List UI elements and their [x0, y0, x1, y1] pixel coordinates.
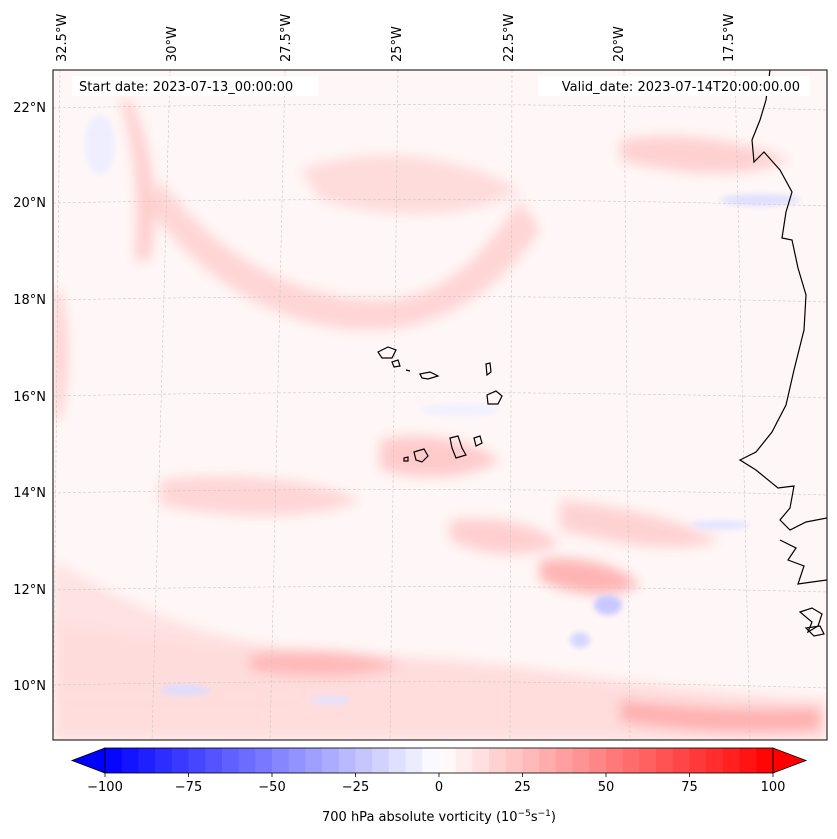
cape-verde-boa-vista	[486, 390, 503, 405]
colorbar-segment	[355, 748, 373, 773]
vorticity-field	[53, 100, 827, 740]
colorbar-low-extension	[70, 747, 106, 774]
colorbar-segment	[188, 748, 206, 773]
coastlines	[377, 70, 827, 637]
colorbar-segment	[539, 748, 557, 773]
colorbar-segment	[388, 748, 407, 773]
colorbar-segment	[272, 748, 290, 773]
colorbar-segment	[305, 748, 323, 773]
colorbar-segment	[338, 748, 356, 773]
colorbar-segment	[756, 748, 774, 773]
cape-verde-maio	[473, 435, 483, 447]
colorbar-segment	[606, 748, 624, 773]
cape-verde-santo-antao	[377, 346, 397, 359]
africa-coastline	[738, 70, 827, 531]
lat-label: 14°N	[13, 486, 46, 501]
lat-label: 20°N	[13, 196, 46, 211]
cape-verde-sal	[485, 362, 492, 377]
colorbar-high-extension	[772, 747, 808, 774]
lat-label: 22°N	[13, 101, 46, 116]
colorbar-segment	[255, 748, 273, 773]
colorbar-tick-label: 75	[681, 780, 698, 795]
cape-verde-santiago	[449, 435, 467, 459]
colorbar-segment	[405, 748, 423, 773]
colorbar-tick-label: −75	[175, 780, 202, 795]
colorbar-ticks: −100 −75 −50 −25 0 25 50 75 100	[87, 773, 785, 795]
colorbar: −100 −75 −50 −25 0 25 50 75 100 700 hPa absolute…	[70, 747, 808, 825]
colorbar-segment	[639, 748, 657, 773]
colorbar-segments	[105, 748, 774, 773]
colorbar-segment	[422, 748, 440, 773]
lon-label: 20°W	[612, 26, 627, 62]
colorbar-segment	[221, 748, 240, 773]
colorbar-tick-label: −25	[342, 780, 369, 795]
colorbar-segment	[105, 748, 123, 773]
colorbar-segment	[171, 748, 189, 773]
colorbar-segment	[656, 748, 674, 773]
colorbar-segment	[722, 748, 741, 773]
lon-label: 25°W	[390, 26, 405, 62]
colorbar-segment	[138, 748, 156, 773]
graticule	[53, 70, 827, 740]
colorbar-segment	[555, 748, 574, 773]
cape-verde-santa-luzia	[405, 369, 411, 372]
colorbar-label: 700 hPa absolute vorticity (10−5s−1)	[322, 809, 556, 825]
lon-label: 22.5°W	[502, 14, 517, 62]
colorbar-segment	[472, 748, 490, 773]
colorbar-segment	[589, 748, 607, 773]
lon-label: 32.5°W	[55, 14, 70, 62]
lat-label: 16°N	[13, 390, 46, 405]
colorbar-segment	[739, 748, 757, 773]
colorbar-segment	[672, 748, 690, 773]
negative-vorticity	[85, 115, 800, 704]
cape-verde-sao-vicente	[391, 359, 401, 368]
colorbar-segment	[455, 748, 473, 773]
colorbar-segment	[205, 748, 223, 773]
lat-label: 18°N	[13, 293, 46, 308]
colorbar-tick-label: 0	[435, 780, 443, 795]
colorbar-segment	[439, 748, 457, 773]
colorbar-tick-label: −100	[87, 780, 123, 795]
colorbar-segment	[155, 748, 173, 773]
cape-verde-brava	[403, 456, 409, 462]
colorbar-segment	[121, 748, 139, 773]
map-panel	[53, 70, 827, 740]
colorbar-segment	[238, 748, 256, 773]
lon-label: 30°W	[165, 26, 180, 62]
colorbar-tick-label: 100	[761, 780, 786, 795]
map-frame	[52, 69, 828, 741]
colorbar-segment	[322, 748, 340, 773]
colorbar-segment	[489, 748, 507, 773]
valid-date-label: Valid_date: 2023-07-14T20:00:00.00	[562, 80, 800, 95]
colorbar-segment	[572, 748, 590, 773]
colorbar-tick-label: −50	[258, 780, 285, 795]
longitude-labels: 32.5°W 30°W 27.5°W 25°W 22.5°W 20°W 17.5…	[55, 14, 737, 62]
lat-label: 12°N	[13, 583, 46, 598]
cape-verde-sao-nicolau	[419, 371, 440, 380]
colorbar-segment	[706, 748, 724, 773]
info-boxes	[72, 76, 810, 96]
colorbar-tick-label: 25	[514, 780, 531, 795]
colorbar-segment	[505, 748, 523, 773]
colorbar-segment	[372, 748, 390, 773]
colorbar-segment	[522, 748, 540, 773]
lat-label: 10°N	[13, 679, 46, 694]
start-date-label: Start date: 2023-07-13_00:00:00	[79, 80, 293, 95]
colorbar-segment	[288, 748, 306, 773]
colorbar-tick-label: 50	[598, 780, 615, 795]
lon-label: 27.5°W	[279, 14, 294, 62]
latitude-labels: 22°N 20°N 18°N 16°N 14°N 12°N 10°N	[13, 101, 46, 694]
colorbar-segment	[622, 748, 640, 773]
lon-label: 17.5°W	[722, 14, 737, 62]
cape-verde-fogo	[413, 448, 429, 463]
colorbar-segment	[689, 748, 707, 773]
